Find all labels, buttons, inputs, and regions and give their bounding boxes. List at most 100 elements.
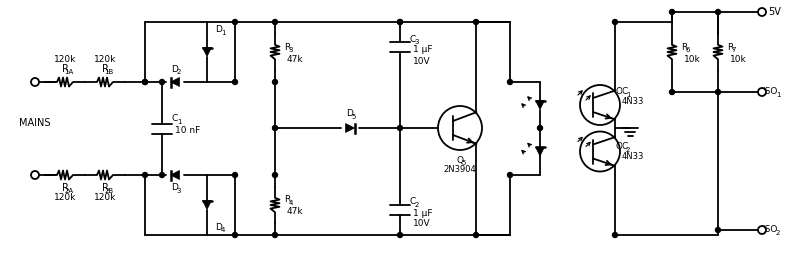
Text: OC: OC <box>615 87 629 96</box>
Text: 3: 3 <box>289 47 293 53</box>
Text: 6: 6 <box>686 47 691 53</box>
Text: 4: 4 <box>221 227 225 233</box>
Circle shape <box>272 172 277 178</box>
Text: MAINS: MAINS <box>19 118 51 128</box>
Text: D: D <box>347 109 353 118</box>
Text: 2: 2 <box>626 146 630 152</box>
Circle shape <box>272 125 277 131</box>
Text: 3: 3 <box>177 188 181 194</box>
Polygon shape <box>170 78 180 87</box>
Text: 1: 1 <box>221 30 225 36</box>
Circle shape <box>715 10 721 14</box>
Circle shape <box>159 79 165 85</box>
Text: 1 μF: 1 μF <box>413 208 432 217</box>
Text: ISO: ISO <box>763 87 778 96</box>
Circle shape <box>233 20 238 24</box>
Text: 10V: 10V <box>413 57 431 66</box>
Text: 47k: 47k <box>287 54 303 63</box>
Polygon shape <box>203 200 211 209</box>
Circle shape <box>474 233 478 237</box>
Text: 5V: 5V <box>768 7 781 17</box>
Text: D: D <box>215 223 223 232</box>
Circle shape <box>612 233 618 237</box>
Circle shape <box>398 20 402 24</box>
Text: D: D <box>215 25 223 34</box>
Text: 4N33: 4N33 <box>622 152 645 161</box>
Text: R: R <box>62 183 68 193</box>
Text: D: D <box>172 183 178 192</box>
Circle shape <box>758 8 766 16</box>
Text: 4: 4 <box>289 200 293 206</box>
Circle shape <box>538 125 543 131</box>
Text: 2: 2 <box>177 69 181 75</box>
Text: 1 μF: 1 μF <box>413 45 432 54</box>
Text: D: D <box>172 65 178 74</box>
Text: 4N33: 4N33 <box>622 97 645 106</box>
Text: 10k: 10k <box>684 54 701 63</box>
Text: 120k: 120k <box>93 194 116 203</box>
Circle shape <box>233 79 238 85</box>
Text: 7: 7 <box>732 47 737 53</box>
Circle shape <box>758 226 766 234</box>
Circle shape <box>143 172 147 178</box>
Text: 5: 5 <box>352 114 356 120</box>
Circle shape <box>715 227 721 233</box>
Text: 120k: 120k <box>54 54 76 63</box>
Circle shape <box>31 171 39 179</box>
Text: R: R <box>727 42 733 51</box>
Circle shape <box>159 172 165 178</box>
Text: R: R <box>101 64 109 74</box>
Polygon shape <box>203 48 211 57</box>
Circle shape <box>398 125 402 131</box>
Polygon shape <box>535 147 545 156</box>
Text: OC: OC <box>615 142 629 151</box>
Circle shape <box>143 79 147 85</box>
Circle shape <box>758 88 766 96</box>
Text: R: R <box>284 196 290 205</box>
Text: R: R <box>101 183 109 193</box>
Circle shape <box>143 79 147 85</box>
Text: 47k: 47k <box>287 207 303 216</box>
Text: 3: 3 <box>415 39 419 45</box>
Text: R: R <box>681 42 687 51</box>
Circle shape <box>233 172 238 178</box>
Text: 1A: 1A <box>64 69 74 75</box>
Text: 10k: 10k <box>730 54 747 63</box>
Circle shape <box>612 20 618 24</box>
Text: 1B: 1B <box>105 69 113 75</box>
Text: 1: 1 <box>177 118 181 124</box>
Circle shape <box>715 89 721 95</box>
Circle shape <box>31 78 39 86</box>
Text: 2: 2 <box>776 230 780 236</box>
Circle shape <box>508 172 512 178</box>
Circle shape <box>272 20 277 24</box>
Circle shape <box>669 89 675 95</box>
Text: 1: 1 <box>775 92 780 98</box>
Circle shape <box>398 20 402 24</box>
Text: ISO: ISO <box>763 225 778 234</box>
Circle shape <box>233 233 238 237</box>
Text: C: C <box>172 114 178 123</box>
Text: C: C <box>410 197 416 207</box>
Polygon shape <box>170 170 180 179</box>
Circle shape <box>398 233 402 237</box>
Text: 2A: 2A <box>64 188 74 194</box>
Text: 2N3904: 2N3904 <box>444 166 476 175</box>
Text: 120k: 120k <box>93 54 116 63</box>
Circle shape <box>669 10 675 14</box>
Text: C: C <box>410 34 416 43</box>
Text: R: R <box>284 42 290 51</box>
Text: R: R <box>62 64 68 74</box>
Polygon shape <box>535 100 545 109</box>
Text: 10V: 10V <box>413 219 431 228</box>
Circle shape <box>272 233 277 237</box>
Circle shape <box>272 79 277 85</box>
Polygon shape <box>345 124 355 133</box>
Text: 10 nF: 10 nF <box>175 126 200 135</box>
Text: 2B: 2B <box>105 188 113 194</box>
Text: 120k: 120k <box>54 194 76 203</box>
Text: Q: Q <box>456 155 463 164</box>
Text: 1: 1 <box>626 92 630 98</box>
Text: 5: 5 <box>462 160 466 166</box>
Circle shape <box>508 79 512 85</box>
